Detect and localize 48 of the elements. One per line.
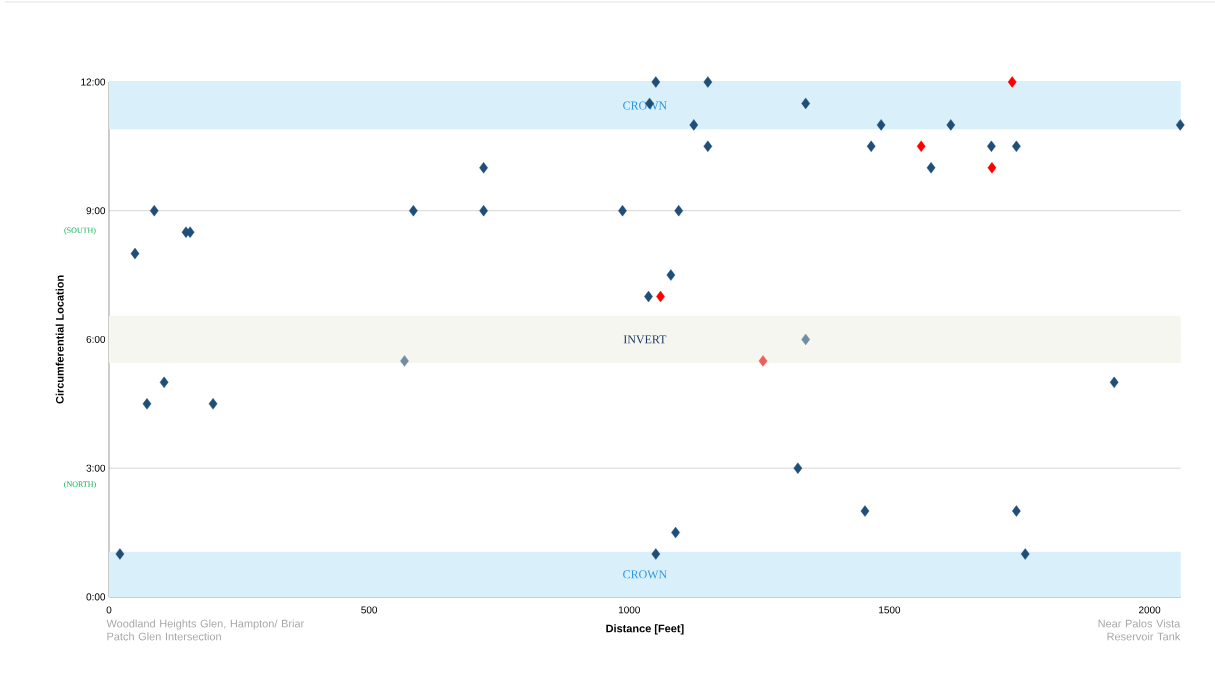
point <box>1175 119 1185 131</box>
point <box>703 76 713 88</box>
x-tick-label: 2000 <box>1138 606 1161 614</box>
point <box>987 162 997 174</box>
point <box>926 162 936 174</box>
point <box>651 76 661 88</box>
point <box>703 140 713 153</box>
y-tick-label: 9:00 <box>86 207 106 215</box>
point <box>618 205 627 217</box>
point <box>159 376 169 389</box>
x-tick-label: 1500 <box>879 606 901 614</box>
y-tick-label: 3:00 <box>86 464 106 472</box>
y-axis-title: Circumferential Location <box>55 275 64 404</box>
point <box>400 355 409 367</box>
point <box>409 205 418 217</box>
point <box>651 548 661 560</box>
point <box>130 247 140 260</box>
point <box>793 462 803 474</box>
y-tick-label: 0:00 <box>86 593 106 601</box>
text: Near Palos Vista Reservoir Tank <box>1098 619 1181 641</box>
point <box>866 140 876 153</box>
x-tick-label: 0 <box>106 606 112 614</box>
point <box>860 505 870 517</box>
point <box>1109 376 1119 389</box>
x-tick-label: 500 <box>361 606 378 614</box>
point <box>1012 505 1021 517</box>
band-label: CROWN <box>623 570 667 579</box>
point <box>666 269 676 281</box>
point <box>479 205 488 217</box>
x-axis-title: Distance [Feet] <box>606 624 684 635</box>
y-tick-label: 12:00 <box>81 78 106 86</box>
point <box>916 140 926 153</box>
point <box>689 119 699 131</box>
point <box>1007 76 1017 88</box>
point <box>149 205 159 217</box>
point <box>674 205 684 217</box>
band-label: INVERT <box>623 335 667 344</box>
point <box>115 548 125 560</box>
point <box>1020 548 1030 560</box>
text: Woodland Heights Glen, Hampton/ Briar Patch Glen Intersection <box>106 619 305 641</box>
point <box>946 119 956 131</box>
point <box>479 162 488 174</box>
y-tick-label: 6:00 <box>86 335 106 344</box>
x-tick-label: 1000 <box>618 606 640 614</box>
point <box>876 119 886 131</box>
point <box>142 398 152 410</box>
point <box>758 355 768 367</box>
point <box>208 398 218 410</box>
